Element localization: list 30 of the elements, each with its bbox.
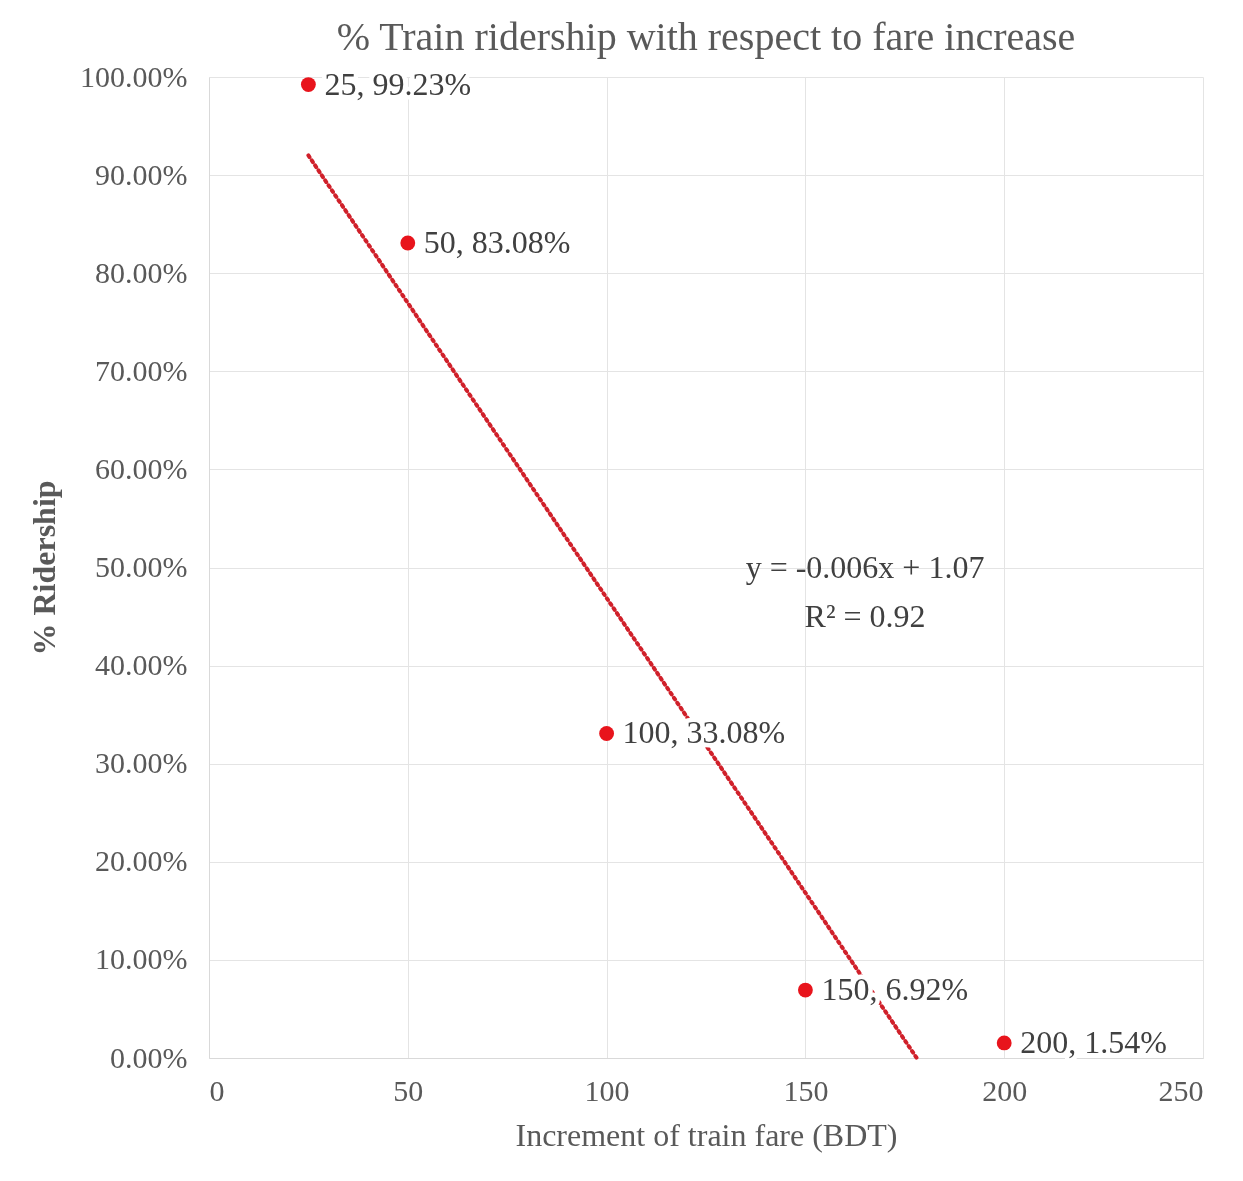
y-tick-label: 90.00% bbox=[95, 157, 188, 191]
point bbox=[300, 77, 316, 92]
y-tick-label: 60.00% bbox=[95, 451, 188, 485]
annotation: R² = 0.92 bbox=[804, 597, 926, 634]
annotation: y = -0.006x + 1.07 bbox=[745, 548, 985, 585]
point bbox=[599, 726, 615, 741]
x-axis-title: Increment of train fare (BDT) bbox=[515, 1116, 898, 1153]
data-label: 200, 1.54% bbox=[1020, 1023, 1167, 1060]
point bbox=[797, 982, 813, 998]
data-label: 25, 99.23% bbox=[324, 65, 472, 102]
y-tick-label: 10.00% bbox=[95, 942, 188, 976]
y-tick-label: 0.00% bbox=[110, 1040, 188, 1074]
y-tick-label: 40.00% bbox=[95, 648, 188, 682]
x-tick-label: 250 bbox=[1158, 1073, 1204, 1107]
chart-title: % Train ridership with respect to fare increase bbox=[336, 14, 1076, 59]
y-tick-label: 30.00% bbox=[95, 746, 188, 780]
y-tick-label: 50.00% bbox=[95, 550, 188, 583]
y-tick-label: 80.00% bbox=[95, 255, 188, 289]
data-label: 50, 83.08% bbox=[423, 223, 571, 260]
y-tick-label: 70.00% bbox=[95, 353, 188, 387]
x-tick-label: 0 bbox=[209, 1073, 225, 1107]
y-tick-label: 20.00% bbox=[95, 844, 188, 878]
point bbox=[996, 1035, 1012, 1051]
point bbox=[400, 235, 416, 251]
x-tick-label: 100 bbox=[584, 1073, 630, 1107]
y-tick-label: 100.00% bbox=[80, 59, 188, 93]
x-tick-label: 150 bbox=[783, 1073, 829, 1107]
x-tick-label: 200 bbox=[982, 1073, 1028, 1107]
y-axis-title: % Ridership bbox=[26, 480, 63, 656]
x-tick-label: 50 bbox=[393, 1073, 424, 1107]
